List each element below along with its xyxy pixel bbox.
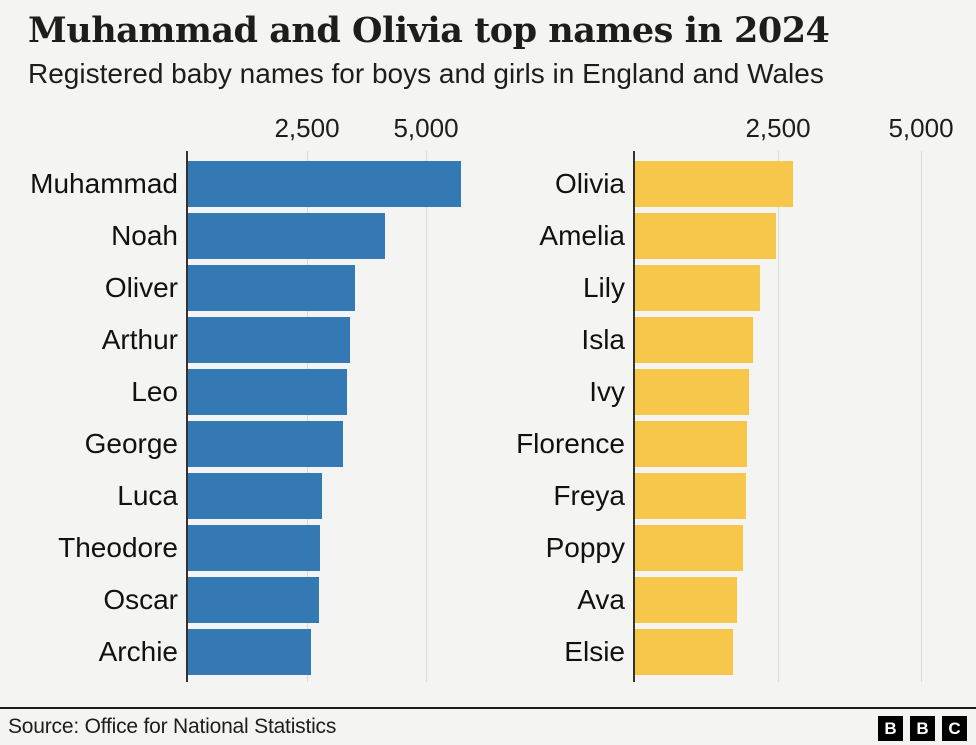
girls-bar-lily bbox=[635, 265, 760, 311]
bbc-logo-letter-c: C bbox=[942, 716, 967, 741]
boys-bar-archie bbox=[188, 629, 311, 675]
boys-x-tick-label: 5,000 bbox=[393, 113, 459, 143]
girls-y-axis-line bbox=[633, 151, 635, 682]
girls-gridline-2500 bbox=[778, 151, 779, 682]
girls-label-freya: Freya bbox=[553, 480, 625, 511]
boys-bar-theodore bbox=[188, 525, 320, 571]
page-title: Muhammad and Olivia top names in 2024 bbox=[28, 10, 830, 51]
boys-gridline-2500 bbox=[307, 151, 308, 682]
boys-x-tick-label: 2,500 bbox=[274, 113, 340, 143]
boys-label-noah: Noah bbox=[111, 220, 178, 251]
boys-bar-oscar bbox=[188, 577, 319, 623]
girls-bar-ivy bbox=[635, 369, 749, 415]
girls-label-lily: Lily bbox=[582, 272, 625, 303]
boys-label-theodore: Theodore bbox=[58, 532, 178, 563]
boys-bar-noah bbox=[188, 213, 385, 259]
boys-bar-arthur bbox=[188, 317, 350, 363]
girls-bar-elsie bbox=[635, 629, 733, 675]
girls-label-amelia: Amelia bbox=[539, 220, 625, 251]
girls-label-isla: Isla bbox=[581, 324, 625, 355]
boys-gridline-5000 bbox=[426, 151, 427, 682]
boys-label-archie: Archie bbox=[98, 636, 178, 667]
girls-bar-isla bbox=[635, 317, 753, 363]
boys-bar-leo bbox=[188, 369, 347, 415]
girls-x-tick-label: 2,500 bbox=[745, 113, 811, 143]
girls-bar-poppy bbox=[635, 525, 743, 571]
boys-label-luca: Luca bbox=[117, 480, 178, 511]
boys-bar-oliver bbox=[188, 265, 355, 311]
girls-bar-olivia bbox=[635, 161, 793, 207]
source-text: Source: Office for National Statistics bbox=[8, 715, 337, 738]
girls-label-florence: Florence bbox=[516, 428, 625, 459]
boys-bar-muhammad bbox=[188, 161, 461, 207]
boys-bar-luca bbox=[188, 473, 322, 519]
boys-y-axis-line bbox=[186, 151, 188, 682]
boys-label-muhammad: Muhammad bbox=[30, 168, 178, 199]
girls-label-olivia: Olivia bbox=[554, 168, 625, 199]
boys-label-george: George bbox=[84, 428, 178, 459]
boys-label-oliver: Oliver bbox=[104, 272, 178, 303]
girls-label-ava: Ava bbox=[577, 584, 625, 615]
girls-bar-florence bbox=[635, 421, 747, 467]
girls-x-tick-label: 5,000 bbox=[888, 113, 954, 143]
girls-gridline-5000 bbox=[921, 151, 922, 682]
boys-label-leo: Leo bbox=[131, 376, 178, 407]
footer-divider bbox=[0, 707, 976, 709]
girls-label-poppy: Poppy bbox=[545, 532, 625, 563]
girls-bar-amelia bbox=[635, 213, 776, 259]
boys-bar-george bbox=[188, 421, 343, 467]
boys-label-oscar: Oscar bbox=[103, 584, 178, 615]
girls-bar-ava bbox=[635, 577, 737, 623]
subtitle: Registered baby names for boys and girls… bbox=[28, 58, 824, 89]
girls-label-elsie: Elsie bbox=[564, 636, 625, 667]
girls-bar-freya bbox=[635, 473, 746, 519]
bbc-logo-letter-b: B bbox=[878, 716, 903, 741]
boys-label-arthur: Arthur bbox=[101, 324, 178, 355]
bbc-logo-letter-b: B bbox=[910, 716, 935, 741]
girls-label-ivy: Ivy bbox=[589, 376, 625, 407]
